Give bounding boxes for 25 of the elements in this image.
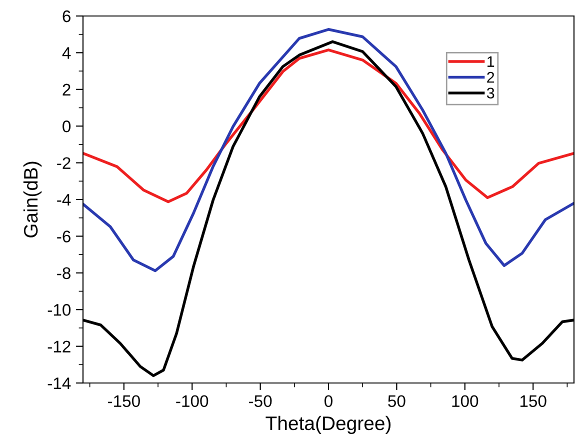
y-tick-label: 0 (62, 120, 71, 132)
y-tick-label: -6 (57, 230, 70, 242)
y-tick-label: -8 (57, 267, 70, 280)
line-series (83, 28, 574, 272)
y-tick-label: 6 (62, 10, 70, 22)
y-tick-label: 4 (62, 47, 71, 59)
x-tick-label: 0 (324, 395, 332, 408)
x-tick-label: -150 (108, 395, 140, 408)
x-tick-label: 50 (388, 395, 406, 408)
line-series (83, 48, 574, 204)
x-tick-label: -50 (249, 395, 272, 408)
y-tick-label: -2 (57, 157, 70, 169)
legend-label: 3 (486, 88, 494, 99)
y-tick-label: -14 (48, 378, 71, 390)
legend-label: 2 (487, 72, 494, 83)
x-tick-label: 100 (452, 395, 478, 408)
y-tick-label: -4 (57, 194, 71, 206)
y-tick-label: -12 (48, 340, 70, 352)
y-tick-label: 2 (62, 84, 70, 96)
x-axis-title: Theta(Degree) (266, 416, 391, 434)
y-axis-title: Gain(dB) (23, 162, 42, 238)
legend-label: 1 (488, 56, 494, 67)
y-tick-label: -10 (48, 304, 71, 316)
x-tick-label: 150 (520, 395, 546, 408)
x-tick-label: -100 (176, 395, 208, 408)
